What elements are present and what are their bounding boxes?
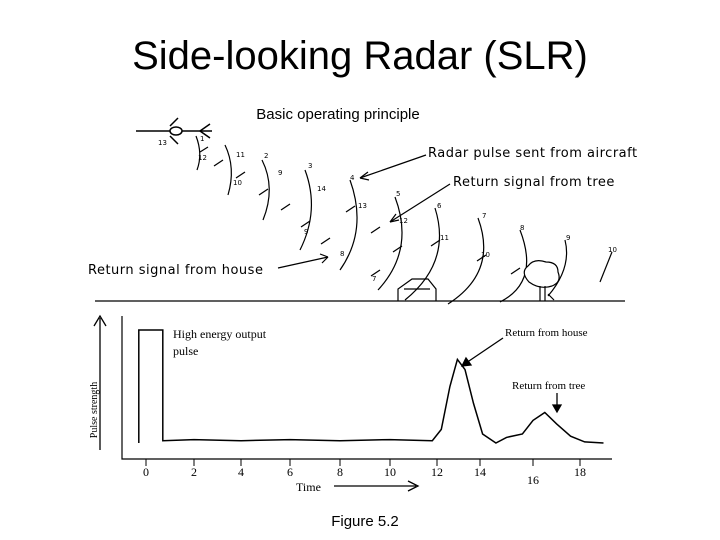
wave-number-labels: 1 2 3 4 5 6 7 8 9 10 — [200, 135, 617, 254]
wave-number: 6 — [437, 202, 442, 210]
x-tick-label: 12 — [431, 465, 443, 479]
return-number: 10 — [481, 251, 490, 259]
return-tree-annotation: Return from tree — [512, 380, 585, 392]
chart-frame — [121, 316, 612, 460]
y-axis-arrow — [93, 314, 107, 450]
return-number: 12 — [399, 217, 408, 225]
return-number: 11 — [236, 151, 245, 159]
radar-illustration — [95, 117, 625, 305]
return-house-label: Return signal from house — [88, 263, 263, 278]
wave-number: 8 — [520, 224, 524, 232]
x-tick-label: 14 — [474, 465, 486, 479]
x-axis-arrow — [334, 480, 420, 492]
return-number: 9 — [304, 228, 308, 236]
return-tree-label: Return signal from tree — [453, 175, 615, 190]
return-number-labels: 13 12 11 10 9 14 13 12 11 10 9 8 7 — [158, 139, 490, 283]
diagram-subtitle: Basic operating principle — [256, 106, 420, 123]
wave-number: 7 — [482, 212, 486, 220]
return-number: 8 — [340, 250, 344, 258]
high-energy-label-1: High energy output — [173, 327, 267, 341]
tree-icon — [523, 260, 560, 301]
x-tick-label: 16 — [527, 473, 539, 487]
tree-arrow — [551, 393, 563, 414]
figure-caption: Figure 5.2 — [331, 513, 399, 530]
wave-number: 10 — [608, 246, 617, 254]
return-number: 13 — [358, 202, 367, 210]
x-tick-label: 4 — [238, 465, 244, 479]
wave-number: 5 — [396, 190, 400, 198]
wave-number: 2 — [264, 152, 268, 160]
y-axis-label: Pulse strength — [89, 382, 100, 438]
wave-number: 9 — [566, 234, 570, 242]
house-icon — [397, 278, 437, 301]
wave-number: 4 — [350, 174, 355, 182]
x-tick-label: 0 — [143, 465, 149, 479]
radar-pulse-label: Radar pulse sent from aircraft — [428, 146, 638, 161]
pulse-chart: Pulse strength 0 2 4 6 8 10 12 14 16 18 High ener… — [89, 314, 612, 494]
x-tick-label: 10 — [384, 465, 396, 479]
return-number: 12 — [198, 154, 207, 162]
x-tick-label: 8 — [337, 465, 343, 479]
return-signal-arrows — [199, 146, 521, 277]
aircraft-icon — [136, 117, 212, 145]
high-energy-label-2: pulse — [173, 344, 198, 358]
x-axis-label: Time — [296, 480, 321, 494]
house-arrow — [460, 337, 504, 367]
return-number: 13 — [158, 139, 167, 147]
slide-title: Side-looking Radar (SLR) — [132, 34, 588, 78]
wave-number: 1 — [200, 135, 204, 143]
label-arrows — [277, 154, 451, 269]
pulse-curve — [138, 329, 604, 444]
return-house-annotation: Return from house — [505, 327, 588, 339]
return-number: 10 — [233, 179, 242, 187]
return-number: 7 — [372, 275, 376, 283]
return-number: 14 — [317, 185, 326, 193]
x-tick-label: 18 — [574, 465, 586, 479]
wave-number: 3 — [308, 162, 312, 170]
x-tick-label: 2 — [191, 465, 197, 479]
return-number: 11 — [440, 234, 449, 242]
return-number: 9 — [278, 169, 282, 177]
x-tick-labels: 0 2 4 6 8 10 12 14 16 18 — [143, 465, 586, 487]
x-tick-label: 6 — [287, 465, 293, 479]
x-tick-marks — [145, 459, 581, 466]
